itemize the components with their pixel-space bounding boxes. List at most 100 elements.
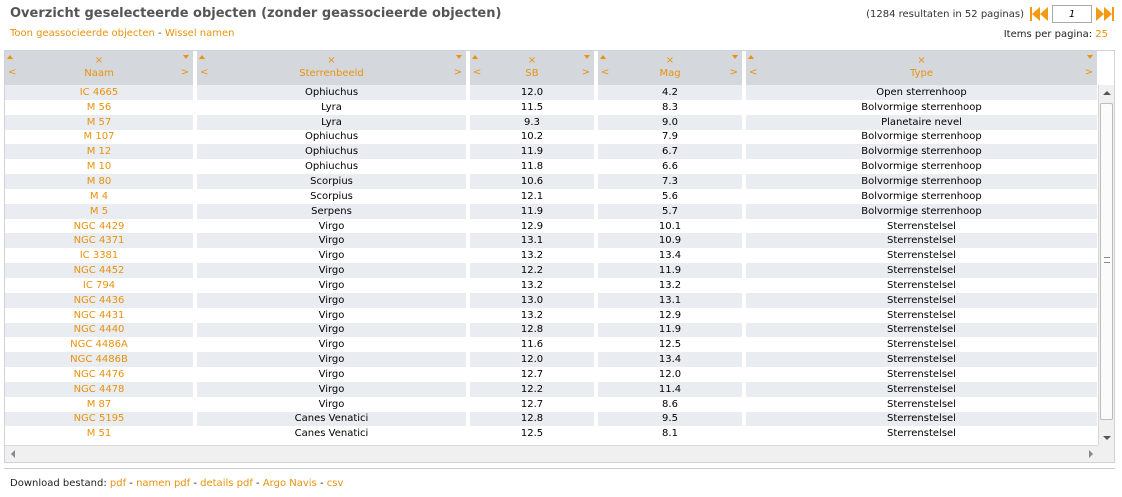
cell-naam[interactable]: NGC 5195 — [5, 411, 197, 427]
move-left-icon[interactable]: < — [601, 67, 610, 78]
prev-page-icon[interactable] — [1040, 7, 1048, 21]
sort-asc-icon[interactable] — [7, 55, 13, 59]
cell-naam[interactable]: NGC 4371 — [5, 233, 197, 249]
cell-naam[interactable]: M 51 — [5, 426, 197, 442]
cell-naam[interactable]: NGC 4452 — [5, 263, 197, 278]
next-page-icon[interactable] — [1096, 7, 1104, 21]
cell-naam[interactable]: NGC 4431 — [5, 307, 197, 323]
move-left-icon[interactable]: < — [200, 67, 209, 78]
move-right-icon[interactable]: > — [729, 67, 738, 78]
table-row[interactable]: M 56 Lyra 11.5 8.3 Bolvormige sterrenhoop — [5, 99, 1101, 115]
download-link[interactable]: namen pdf — [136, 478, 191, 489]
link-separator: - — [252, 478, 263, 489]
table-row[interactable]: NGC 4452 Virgo 12.2 11.9 Sterrenstelsel — [5, 263, 1101, 278]
table-row[interactable]: NGC 4371 Virgo 13.1 10.9 Sterrenstelsel — [5, 233, 1101, 249]
remove-column-icon[interactable]: × — [665, 55, 675, 66]
table-row[interactable]: M 51 Canes Venatici 12.5 8.1 Sterrenstelsel — [5, 426, 1101, 442]
move-right-icon[interactable]: > — [180, 67, 189, 78]
download-link[interactable]: details pdf — [200, 478, 253, 489]
sort-asc-icon[interactable] — [600, 55, 606, 59]
table-row[interactable]: IC 3381 Virgo 13.2 13.4 Sterrenstelsel — [5, 248, 1101, 264]
move-right-icon[interactable]: > — [1084, 67, 1093, 78]
cell-naam[interactable]: NGC 4476 — [5, 367, 197, 382]
scroll-thumb[interactable] — [1100, 103, 1113, 420]
download-link[interactable]: csv — [326, 478, 344, 489]
table-row[interactable]: M 10 Ophiuchus 11.8 6.6 Bolvormige sterrenho… — [5, 159, 1101, 175]
cell-naam[interactable]: IC 4665 — [5, 85, 197, 100]
first-page-icon[interactable] — [1030, 7, 1040, 21]
table-row[interactable]: NGC 5195 Canes Venatici 12.8 9.5 Sterrenstel… — [5, 411, 1101, 427]
sort-desc-icon[interactable] — [584, 55, 590, 59]
move-left-icon[interactable]: < — [749, 67, 758, 78]
move-right-icon[interactable]: > — [453, 67, 462, 78]
table-row[interactable]: IC 4665 Ophiuchus 12.0 4.2 Open sterrenhoop — [5, 85, 1101, 100]
sort-desc-icon[interactable] — [183, 55, 189, 59]
cell-naam[interactable]: NGC 4486A — [5, 337, 197, 353]
table-row[interactable]: NGC 4478 Virgo 12.2 11.4 Sterrenstelsel — [5, 381, 1101, 397]
table-row[interactable]: IC 794 Virgo 13.2 13.2 Sterrenstelsel — [5, 277, 1101, 293]
table-row[interactable]: M 80 Scorpius 10.6 7.3 Bolvormige sterrenhoo… — [5, 174, 1101, 189]
cell-naam[interactable]: M 5 — [5, 203, 197, 219]
cell-naam[interactable]: M 87 — [5, 396, 197, 412]
table-row[interactable]: NGC 4429 Virgo 12.9 10.1 Sterrenstelsel — [5, 218, 1101, 234]
horizontal-scrollbar[interactable] — [5, 445, 1099, 462]
remove-column-icon[interactable]: × — [94, 55, 104, 66]
sort-asc-icon[interactable] — [199, 55, 205, 59]
cell-naam[interactable]: NGC 4478 — [5, 381, 197, 397]
table-row[interactable]: M 57 Lyra 9.3 9.0 Planetaire nevel — [5, 114, 1101, 130]
download-link[interactable]: Argo Navis — [262, 478, 317, 489]
cell-naam[interactable]: M 80 — [5, 174, 197, 189]
cell-naam[interactable]: M 56 — [5, 99, 197, 115]
column-header-sb[interactable]: × < SB > — [468, 51, 598, 85]
column-header-naam[interactable]: × < Naam > — [5, 51, 197, 85]
last-page-icon[interactable] — [1104, 7, 1114, 21]
cell-naam[interactable]: M 107 — [5, 129, 197, 145]
sort-asc-icon[interactable] — [748, 55, 754, 59]
table-row[interactable]: M 12 Ophiuchus 11.9 6.7 Bolvormige sterrenho… — [5, 144, 1101, 160]
scroll-up-icon[interactable] — [1103, 91, 1111, 95]
table-row[interactable]: M 107 Ophiuchus 10.2 7.9 Bolvormige sterrenh… — [5, 129, 1101, 145]
sort-desc-icon[interactable] — [456, 55, 462, 59]
cell-naam[interactable]: M 4 — [5, 188, 197, 204]
cell-naam[interactable]: NGC 4486B — [5, 352, 197, 368]
table-row[interactable]: NGC 4436 Virgo 13.0 13.1 Sterrenstelsel — [5, 292, 1101, 308]
table-row[interactable]: M 4 Scorpius 12.1 5.6 Bolvormige sterrenhoop — [5, 188, 1101, 204]
sort-asc-icon[interactable] — [472, 55, 478, 59]
column-header-mag[interactable]: × < Mag > — [596, 51, 746, 85]
scroll-left-icon[interactable] — [11, 450, 15, 458]
cell-naam[interactable]: M 57 — [5, 114, 197, 130]
scroll-down-icon[interactable] — [1103, 436, 1111, 440]
cell-naam[interactable]: NGC 4440 — [5, 322, 197, 338]
remove-column-icon[interactable]: × — [327, 55, 336, 66]
swap-names-link[interactable]: Wissel namen — [164, 28, 235, 39]
move-left-icon[interactable]: < — [473, 67, 482, 78]
table-row[interactable]: NGC 4486B Virgo 12.0 13.4 Sterrenstelsel — [5, 352, 1101, 368]
cell-mag: 11.9 — [596, 322, 746, 338]
items-per-page-value[interactable]: 25 — [1095, 29, 1108, 40]
cell-naam[interactable]: M 10 — [5, 159, 197, 175]
table-row[interactable]: NGC 4431 Virgo 13.2 12.9 Sterrenstelsel — [5, 307, 1101, 323]
cell-naam[interactable]: IC 794 — [5, 277, 197, 293]
scroll-right-icon[interactable] — [1089, 450, 1093, 458]
table-row[interactable]: M 5 Serpens 11.9 5.7 Bolvormige sterrenhoop — [5, 203, 1101, 219]
sort-desc-icon[interactable] — [732, 55, 738, 59]
show-associated-link[interactable]: Toon geassocieerde objecten — [10, 28, 155, 39]
sort-desc-icon[interactable] — [1087, 55, 1093, 59]
download-link[interactable]: pdf — [109, 478, 127, 489]
move-left-icon[interactable]: < — [8, 67, 17, 78]
table-row[interactable]: M 87 Virgo 12.7 8.6 Sterrenstelsel — [5, 396, 1101, 412]
move-right-icon[interactable]: > — [581, 67, 590, 78]
cell-naam[interactable]: NGC 4436 — [5, 292, 197, 308]
table-row[interactable]: NGC 4476 Virgo 12.7 12.0 Sterrenstelsel — [5, 367, 1101, 382]
vertical-scrollbar[interactable] — [1098, 85, 1114, 446]
cell-naam[interactable]: NGC 4429 — [5, 218, 197, 234]
cell-naam[interactable]: IC 3381 — [5, 248, 197, 264]
remove-column-icon[interactable]: × — [917, 55, 926, 66]
table-row[interactable]: NGC 4440 Virgo 12.8 11.9 Sterrenstelsel — [5, 322, 1101, 338]
table-row[interactable]: NGC 4486A Virgo 11.6 12.5 Sterrenstelsel — [5, 337, 1101, 353]
column-header-type[interactable]: × < Type > — [744, 51, 1101, 85]
remove-column-icon[interactable]: × — [527, 55, 537, 66]
column-header-sterrenbeeld[interactable]: × < Sterrenbeeld > — [195, 51, 470, 85]
page-number-input[interactable] — [1052, 5, 1092, 23]
cell-naam[interactable]: M 12 — [5, 144, 197, 160]
